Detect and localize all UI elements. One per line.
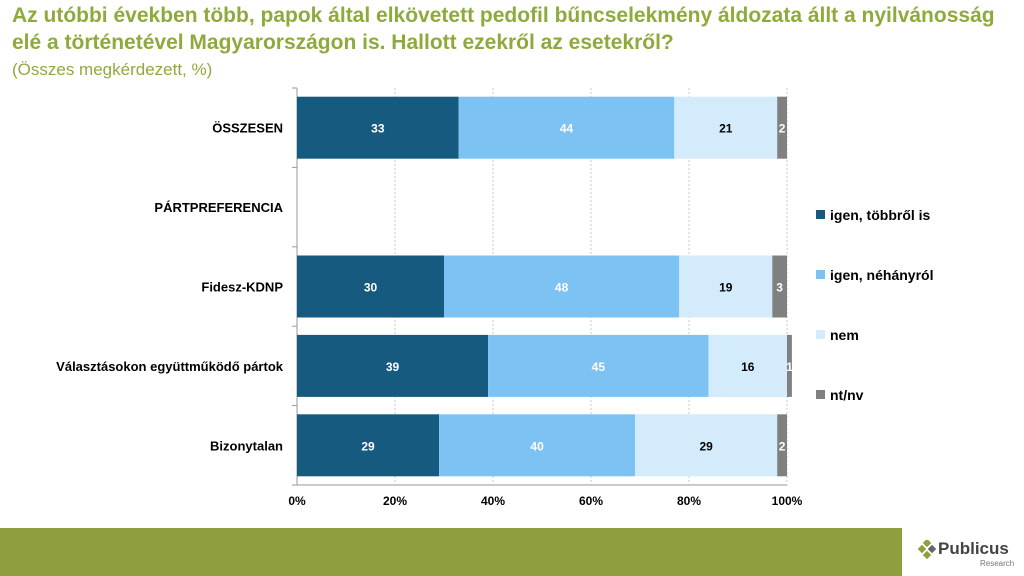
- bar-segment: [679, 255, 773, 318]
- bar-segment: [297, 414, 440, 477]
- data-label: 33: [371, 122, 385, 136]
- data-label: 21: [719, 122, 733, 136]
- category-label: Választásokon együttműködő pártok: [56, 359, 284, 374]
- bar-segment: [777, 414, 787, 477]
- brand-name: Publicus: [938, 539, 1009, 558]
- category-label: Bizonytalan: [210, 438, 283, 453]
- category-label: ÖSSZESEN: [212, 121, 283, 136]
- x-tick-label: 80%: [677, 494, 701, 508]
- footer-bar: [0, 528, 902, 576]
- bar-segment: [297, 334, 489, 397]
- data-label: 16: [741, 360, 755, 374]
- bar-segment: [439, 414, 636, 477]
- bar-segment: [772, 255, 787, 318]
- legend-label: nt/nv: [830, 387, 864, 403]
- data-label: 1: [786, 360, 793, 374]
- legend-label: igen, többről is: [830, 207, 931, 223]
- x-tick-label: 40%: [481, 494, 505, 508]
- data-label: 2: [779, 122, 786, 136]
- category-label: Fidesz-KDNP: [201, 280, 283, 295]
- bar-segment: [297, 255, 444, 318]
- data-label: 2: [779, 439, 786, 453]
- legend-label: igen, néhányról: [830, 267, 934, 283]
- data-label: 19: [719, 281, 733, 295]
- data-label: 48: [555, 281, 569, 295]
- bar-segment: [674, 96, 778, 159]
- legend-item: nt/nv: [816, 385, 1016, 405]
- bar-segment: [444, 255, 680, 318]
- legend-swatch: [816, 330, 825, 339]
- data-label: 29: [361, 439, 375, 453]
- x-tick-label: 60%: [579, 494, 603, 508]
- legend-item: igen, néhányról: [816, 265, 1016, 285]
- brand-logo: Publicus Research: [916, 534, 1024, 574]
- category-label: PÁRTPREFERENCIA: [154, 200, 283, 215]
- x-tick-label: 0%: [288, 494, 306, 508]
- data-label: 30: [364, 281, 378, 295]
- legend-label: nem: [830, 327, 859, 343]
- data-label: 29: [699, 439, 713, 453]
- bar-segment: [777, 96, 787, 159]
- data-label: 3: [776, 281, 783, 295]
- legend-swatch: [816, 270, 825, 279]
- legend-item: igen, többről is: [816, 205, 1016, 225]
- publicus-logo-icon: [918, 540, 937, 560]
- bar-segment: [458, 96, 675, 159]
- x-tick-label: 100%: [772, 494, 803, 508]
- data-label: 40: [530, 439, 544, 453]
- bar-segment: [488, 334, 709, 397]
- legend-swatch: [816, 390, 825, 399]
- bar-segment: [635, 414, 778, 477]
- bar-segment: [297, 96, 459, 159]
- x-tick-label: 20%: [383, 494, 407, 508]
- data-label: 44: [560, 122, 574, 136]
- data-label: 39: [386, 360, 400, 374]
- chart-title: Az utóbbi években több, papok által elkö…: [12, 4, 995, 54]
- legend-swatch: [816, 210, 825, 219]
- bar-segment: [787, 334, 792, 397]
- data-label: 45: [592, 360, 606, 374]
- bar-segment: [708, 334, 787, 397]
- brand-sub: Research: [980, 559, 1015, 568]
- legend-item: nem: [816, 325, 1016, 345]
- chart-subtitle: (Összes megkérdezett, %): [12, 60, 213, 79]
